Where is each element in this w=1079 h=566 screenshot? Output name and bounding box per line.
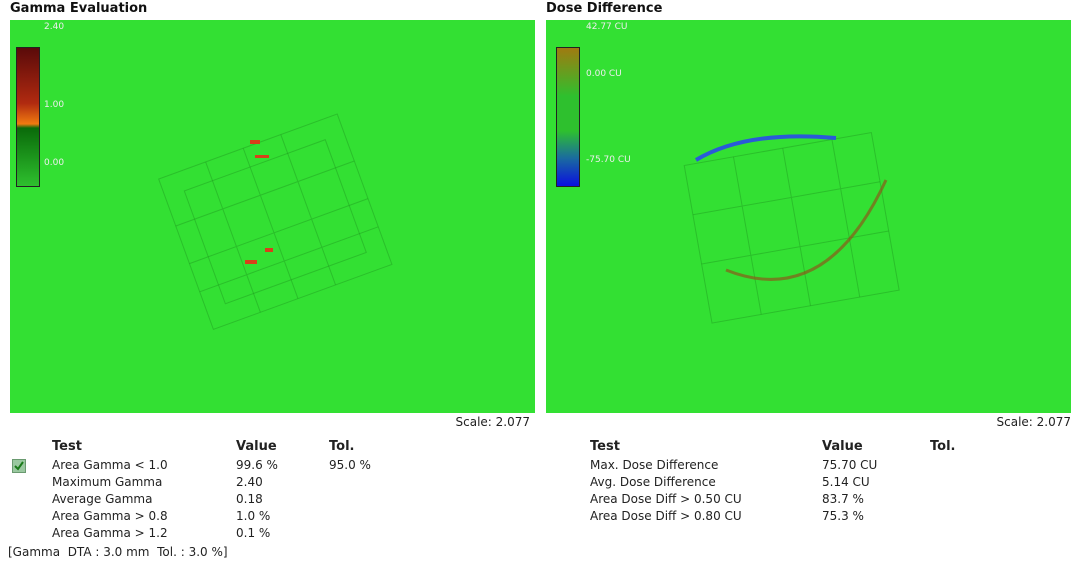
- table-cell: 0.1 %: [236, 526, 270, 540]
- table-cell: 0.18: [236, 492, 263, 506]
- table-header: Value: [236, 439, 277, 454]
- dose-image: 42.77 CU 0.00 CU -75.70 CU: [546, 20, 1071, 413]
- gamma-image: 2.40 1.00 0.00: [10, 20, 535, 413]
- page: 2.401.000.00 42.77 CU0.00 CU-75.70 CU ((…: [0, 0, 1079, 566]
- table-cell: 75.70 CU: [822, 458, 877, 472]
- table-cell: Avg. Dose Difference: [590, 475, 716, 489]
- table-cell: Max. Dose Difference: [590, 458, 718, 472]
- table-header: Tol.: [329, 439, 354, 454]
- table-cell: 1.0 %: [236, 509, 270, 523]
- image-pattern: [546, 20, 1071, 413]
- table-cell: Area Gamma > 1.2: [52, 526, 168, 540]
- table-cell: Area Gamma > 0.8: [52, 509, 168, 523]
- table-cell: 2.40: [236, 475, 263, 489]
- table-cell: Area Dose Diff > 0.80 CU: [590, 509, 742, 523]
- table-header: Test: [52, 439, 82, 454]
- table-cell: 95.0 %: [329, 458, 371, 472]
- colorbar: [16, 47, 40, 187]
- image-pattern: [10, 20, 535, 413]
- panel-title: Dose Difference: [546, 1, 662, 16]
- colorbar: [556, 47, 580, 187]
- table-header: Value: [822, 439, 863, 454]
- table-cell: Area Gamma < 1.0: [52, 458, 168, 472]
- scale-label: Scale: 2.077: [997, 415, 1072, 429]
- table-cell: Maximum Gamma: [52, 475, 162, 489]
- check-icon: [12, 459, 26, 473]
- table-cell: Area Dose Diff > 0.50 CU: [590, 492, 742, 506]
- footnote: [Gamma DTA : 3.0 mm Tol. : 3.0 %]: [8, 545, 228, 559]
- colorbar-label: 0.00: [44, 158, 64, 168]
- colorbar-label: 2.40: [44, 22, 64, 32]
- panel-title: Gamma Evaluation: [10, 1, 147, 16]
- table-cell: Average Gamma: [52, 492, 152, 506]
- scale-label: Scale: 2.077: [456, 415, 531, 429]
- colorbar-label: -75.70 CU: [586, 155, 631, 165]
- table-cell: 75.3 %: [822, 509, 864, 523]
- colorbar-label: 0.00 CU: [586, 69, 622, 79]
- table-cell: 83.7 %: [822, 492, 864, 506]
- table-header: Test: [590, 439, 620, 454]
- table-cell: 5.14 CU: [822, 475, 870, 489]
- colorbar-label: 42.77 CU: [586, 22, 628, 32]
- table-header: Tol.: [930, 439, 955, 454]
- colorbar-label: 1.00: [44, 100, 64, 110]
- table-cell: 99.6 %: [236, 458, 278, 472]
